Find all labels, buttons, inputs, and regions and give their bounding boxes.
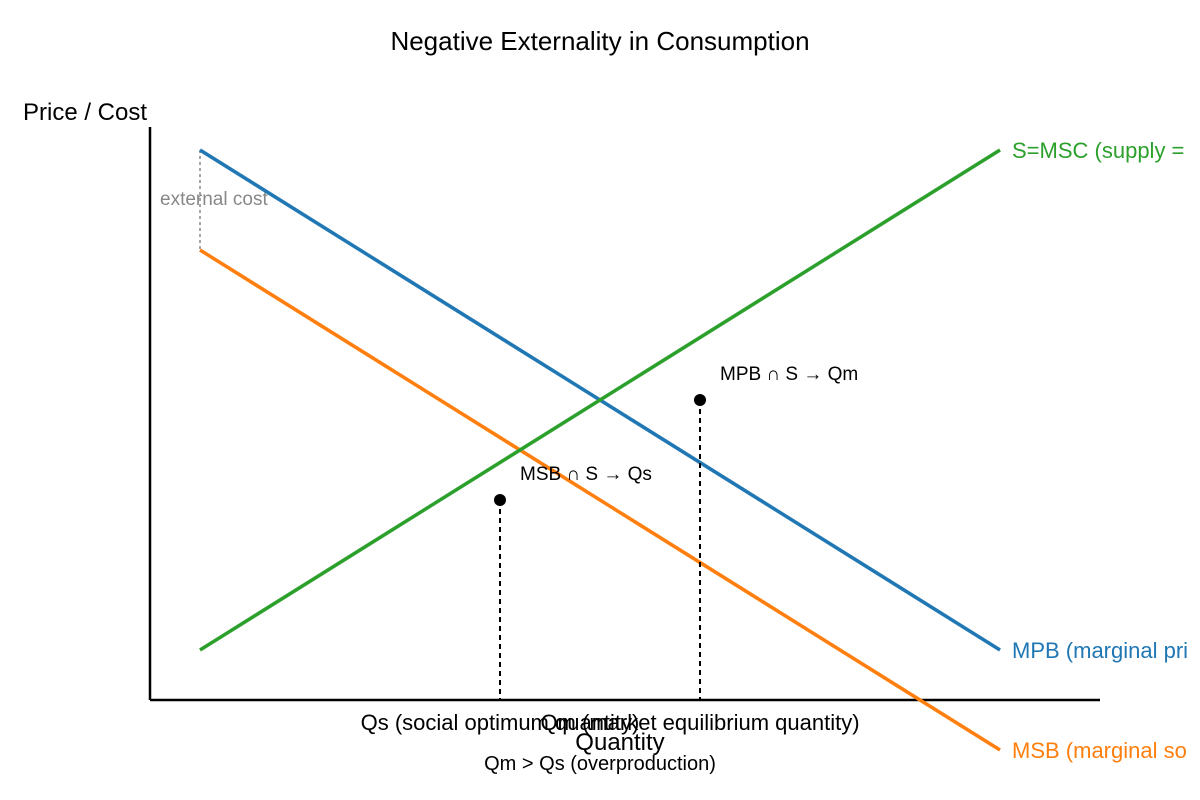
point-qm [694,394,706,406]
quantity-label-qs: Qs (social optimum quantity) [361,710,640,735]
external-cost-label: external cost [160,189,268,210]
point-label-qs: MSB ∩ S → Qs [520,464,652,485]
chart-title: Negative Externality in Consumption [390,26,809,56]
quantity-label-qm: Qm (market equilibrium quantity) [540,710,859,735]
point-qs [494,494,506,506]
series-label-mpb: MPB (marginal pri [1012,638,1188,663]
series-line-msc [199,148,1001,652]
point-label-qm: MPB ∩ S → Qm [720,364,858,385]
x-axis-label: Quantity [575,729,664,756]
overproduction-note: Qm > Qs (overproduction) [484,753,716,775]
series-label-msb: MSB (marginal so [1012,738,1187,763]
series-line-msb [199,248,1001,752]
y-axis-label: Price / Cost [23,99,147,126]
series-label-msc: S=MSC (supply = [1012,138,1184,163]
